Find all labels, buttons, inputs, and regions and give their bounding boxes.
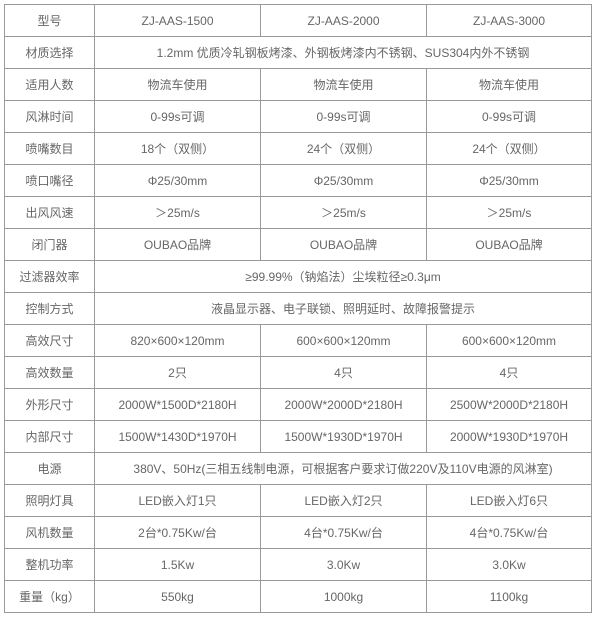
header-cell: ZJ-AAS-1500	[95, 5, 261, 37]
table-row: 过滤器效率≥99.99%（钠焰法）尘埃粒径≥0.3μm	[5, 261, 592, 293]
row-value: 18个（双侧）	[95, 133, 261, 165]
row-value: LED嵌入灯2只	[261, 485, 427, 517]
row-value: 820×600×120mm	[95, 325, 261, 357]
row-value: 24个（双侧）	[427, 133, 592, 165]
table-row: 材质选择1.2mm 优质冷轧钢板烤漆、外钢板烤漆内不锈钢、SUS304内外不锈钢	[5, 37, 592, 69]
row-value: ＞25m/s	[427, 197, 592, 229]
table-row: 喷口嘴径Φ25/30mmΦ25/30mmΦ25/30mm	[5, 165, 592, 197]
table-row: 风机数量2台*0.75Kw/台4台*0.75Kw/台4台*0.75Kw/台	[5, 517, 592, 549]
table-body: 材质选择1.2mm 优质冷轧钢板烤漆、外钢板烤漆内不锈钢、SUS304内外不锈钢…	[5, 37, 592, 613]
row-label: 高效尺寸	[5, 325, 95, 357]
header-cell: 型号	[5, 5, 95, 37]
row-value-spanned: 液晶显示器、电子联锁、照明延时、故障报警提示	[95, 293, 592, 325]
table-header-row: 型号 ZJ-AAS-1500 ZJ-AAS-2000 ZJ-AAS-3000	[5, 5, 592, 37]
row-value: 4台*0.75Kw/台	[427, 517, 592, 549]
table-row: 照明灯具LED嵌入灯1只LED嵌入灯2只LED嵌入灯6只	[5, 485, 592, 517]
row-value-spanned: 380V、50Hz(三相五线制电源，可根据客户要求订做220V及110V电源的风…	[95, 453, 592, 485]
row-value: OUBAO品牌	[427, 229, 592, 261]
row-value: 3.0Kw	[261, 549, 427, 581]
row-value: 2000W*2000D*2180H	[261, 389, 427, 421]
header-cell: ZJ-AAS-3000	[427, 5, 592, 37]
row-label: 材质选择	[5, 37, 95, 69]
row-value: LED嵌入灯1只	[95, 485, 261, 517]
row-value: ＞25m/s	[261, 197, 427, 229]
row-value: 4台*0.75Kw/台	[261, 517, 427, 549]
row-label: 照明灯具	[5, 485, 95, 517]
row-label: 闭门器	[5, 229, 95, 261]
row-label: 过滤器效率	[5, 261, 95, 293]
table-row: 适用人数物流车使用物流车使用物流车使用	[5, 69, 592, 101]
table-row: 高效数量2只4只4只	[5, 357, 592, 389]
table-row: 整机功率1.5Kw3.0Kw3.0Kw	[5, 549, 592, 581]
row-label: 电源	[5, 453, 95, 485]
table-row: 出风风速＞25m/s＞25m/s＞25m/s	[5, 197, 592, 229]
row-label: 出风风速	[5, 197, 95, 229]
row-value: OUBAO品牌	[261, 229, 427, 261]
row-value: 2只	[95, 357, 261, 389]
row-label: 风机数量	[5, 517, 95, 549]
row-value: OUBAO品牌	[95, 229, 261, 261]
table-row: 风淋时间0-99s可调0-99s可调0-99s可调	[5, 101, 592, 133]
row-value-spanned: ≥99.99%（钠焰法）尘埃粒径≥0.3μm	[95, 261, 592, 293]
row-value: 1500W*1930D*1970H	[261, 421, 427, 453]
table-row: 高效尺寸820×600×120mm600×600×120mm600×600×12…	[5, 325, 592, 357]
row-label: 喷嘴数目	[5, 133, 95, 165]
row-value: Φ25/30mm	[95, 165, 261, 197]
row-value: 550kg	[95, 581, 261, 613]
header-cell: ZJ-AAS-2000	[261, 5, 427, 37]
row-value: 2000W*1930D*1970H	[427, 421, 592, 453]
row-value: 600×600×120mm	[261, 325, 427, 357]
row-label: 高效数量	[5, 357, 95, 389]
row-value: 600×600×120mm	[427, 325, 592, 357]
spec-table: 型号 ZJ-AAS-1500 ZJ-AAS-2000 ZJ-AAS-3000 材…	[4, 4, 592, 613]
row-label: 外形尺寸	[5, 389, 95, 421]
row-value: LED嵌入灯6只	[427, 485, 592, 517]
row-value: 4只	[427, 357, 592, 389]
row-value: 24个（双侧）	[261, 133, 427, 165]
row-value: 1.5Kw	[95, 549, 261, 581]
row-value: 物流车使用	[95, 69, 261, 101]
row-value: 1100kg	[427, 581, 592, 613]
row-value: 2000W*1500D*2180H	[95, 389, 261, 421]
table-row: 喷嘴数目18个（双侧）24个（双侧）24个（双侧）	[5, 133, 592, 165]
row-value: 物流车使用	[261, 69, 427, 101]
row-value: 0-99s可调	[95, 101, 261, 133]
row-value: ＞25m/s	[95, 197, 261, 229]
row-label: 内部尺寸	[5, 421, 95, 453]
row-value: 0-99s可调	[427, 101, 592, 133]
row-value: 4只	[261, 357, 427, 389]
row-value: 2台*0.75Kw/台	[95, 517, 261, 549]
table-row: 控制方式液晶显示器、电子联锁、照明延时、故障报警提示	[5, 293, 592, 325]
row-label: 重量（kg）	[5, 581, 95, 613]
row-value-spanned: 1.2mm 优质冷轧钢板烤漆、外钢板烤漆内不锈钢、SUS304内外不锈钢	[95, 37, 592, 69]
row-label: 整机功率	[5, 549, 95, 581]
table-row: 电源380V、50Hz(三相五线制电源，可根据客户要求订做220V及110V电源…	[5, 453, 592, 485]
row-value: 物流车使用	[427, 69, 592, 101]
table-row: 重量（kg）550kg1000kg1100kg	[5, 581, 592, 613]
row-value: 1500W*1430D*1970H	[95, 421, 261, 453]
row-label: 风淋时间	[5, 101, 95, 133]
row-label: 控制方式	[5, 293, 95, 325]
table-row: 外形尺寸2000W*1500D*2180H2000W*2000D*2180H25…	[5, 389, 592, 421]
row-label: 适用人数	[5, 69, 95, 101]
row-value: 2500W*2000D*2180H	[427, 389, 592, 421]
row-value: Φ25/30mm	[427, 165, 592, 197]
row-value: 1000kg	[261, 581, 427, 613]
row-value: 0-99s可调	[261, 101, 427, 133]
row-label: 喷口嘴径	[5, 165, 95, 197]
row-value: 3.0Kw	[427, 549, 592, 581]
table-row: 闭门器OUBAO品牌OUBAO品牌OUBAO品牌	[5, 229, 592, 261]
table-row: 内部尺寸1500W*1430D*1970H1500W*1930D*1970H20…	[5, 421, 592, 453]
row-value: Φ25/30mm	[261, 165, 427, 197]
